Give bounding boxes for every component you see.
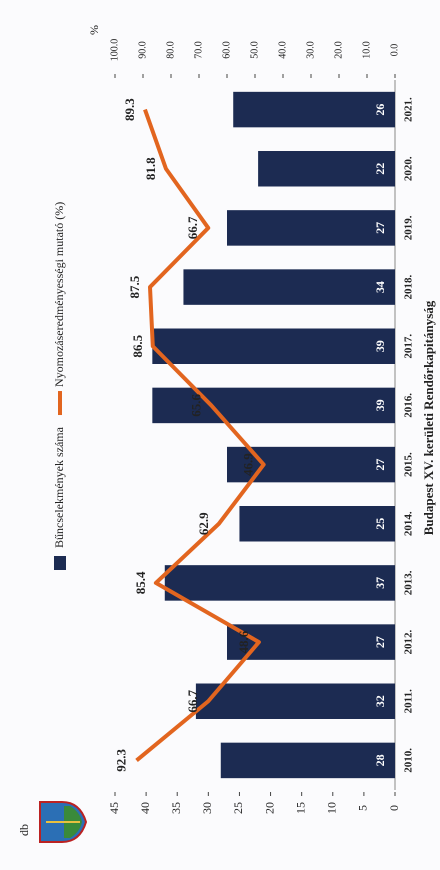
y-tick-label: 35: [169, 802, 183, 814]
logo: [39, 801, 88, 843]
bar-value-label: 28: [373, 754, 387, 766]
bar: [227, 210, 395, 246]
line-value-label: 86.5: [130, 334, 145, 357]
bar: [227, 624, 395, 660]
y-tick-label: 20: [262, 802, 276, 814]
y2-tick-label: 50.0: [249, 41, 260, 59]
x-tick-label: 2019.: [403, 215, 415, 240]
y2-tick-label: 60.0: [221, 41, 232, 59]
bar-value-label: 27: [373, 222, 387, 234]
chart-title: Budapest XV. kerületi Rendőrkapitányság: [421, 300, 436, 535]
legend-label: Nyomozáseredményességi mutató (%): [52, 202, 66, 387]
y2-tick-label: 0.0: [389, 44, 400, 57]
bar-value-label: 27: [373, 459, 387, 471]
line-value-label: 66.7: [185, 216, 200, 239]
y-tick-label: 5: [356, 805, 370, 811]
bar: [239, 506, 395, 542]
line-value-label: 89.3: [122, 98, 137, 121]
y2-tick-label: 80.0: [165, 41, 176, 59]
x-tick-label: 2015.: [403, 452, 415, 477]
y2-tick-label: 40.0: [277, 41, 288, 59]
bar-value-label: 34: [373, 281, 387, 293]
line-value-label: 65.6: [188, 394, 203, 417]
line-value-label: 87.5: [127, 275, 142, 298]
line-value-label: 48.6: [236, 630, 251, 653]
x-tick-label: 2013.: [403, 570, 415, 595]
bar: [227, 446, 395, 483]
bar-value-label: 32: [373, 695, 387, 707]
x-tick-label: 2016.: [403, 393, 415, 418]
line-value-label: 85.4: [133, 571, 148, 594]
y2-tick-label: 90.0: [137, 41, 148, 59]
line-value-label: 66.7: [185, 689, 200, 712]
bar: [164, 565, 395, 601]
bar: [152, 328, 395, 364]
line-value-label: 92.3: [114, 749, 129, 772]
y2-tick-label: 70.0: [193, 41, 204, 59]
bar-value-label: 37: [373, 577, 387, 589]
line-value-label: 81.8: [143, 157, 158, 180]
y2-tick-label: 100.0: [109, 39, 120, 62]
bar-value-label: 26: [373, 104, 387, 116]
y-tick-label: 30: [200, 802, 214, 814]
legend-swatch: [54, 556, 66, 570]
x-tick-label: 2014.: [403, 511, 415, 536]
rotated-chart: Budapest XV. kerületi Rendőrkapitányság …: [17, 25, 436, 843]
x-tick-label: 2021.: [403, 97, 415, 122]
y2-tick-label: 30.0: [305, 41, 316, 59]
line: [135, 108, 266, 762]
x-tick-label: 2012.: [403, 629, 415, 654]
x-tick-label: 2017.: [403, 334, 415, 359]
bar-value-label: 39: [373, 340, 387, 352]
bar-value-label: 27: [373, 636, 387, 648]
y-axis-unit: db: [17, 824, 31, 836]
bar: [220, 742, 395, 779]
y-tick-label: 45: [107, 802, 121, 814]
y-tick-label: 40: [138, 802, 152, 814]
x-tick-label: 2018.: [403, 274, 415, 299]
bar-value-label: 25: [373, 518, 387, 530]
line-value-label: 46.9: [241, 453, 256, 476]
bar-value-label: 39: [373, 399, 387, 411]
y-tick-label: 15: [293, 802, 307, 814]
y2-tick-label: 20.0: [333, 41, 344, 59]
x-tick-label: 2011.: [403, 689, 415, 713]
bar-value-label: 22: [373, 163, 387, 175]
y-tick-label: 0: [387, 805, 401, 811]
y2-axis-unit: %: [87, 25, 101, 35]
bar: [233, 91, 395, 128]
x-tick-label: 2020.: [403, 156, 415, 181]
legend-label: Bűncselekmények száma: [52, 426, 66, 548]
bar: [195, 683, 395, 719]
y-tick-label: 25: [231, 802, 245, 814]
line-value-label: 62.9: [196, 512, 211, 535]
bar: [183, 269, 395, 305]
bar: [152, 387, 395, 424]
y-tick-label: 10: [325, 802, 339, 814]
y2-tick-label: 10.0: [361, 41, 372, 59]
bar: [258, 151, 395, 187]
x-tick-label: 2010.: [403, 748, 415, 773]
